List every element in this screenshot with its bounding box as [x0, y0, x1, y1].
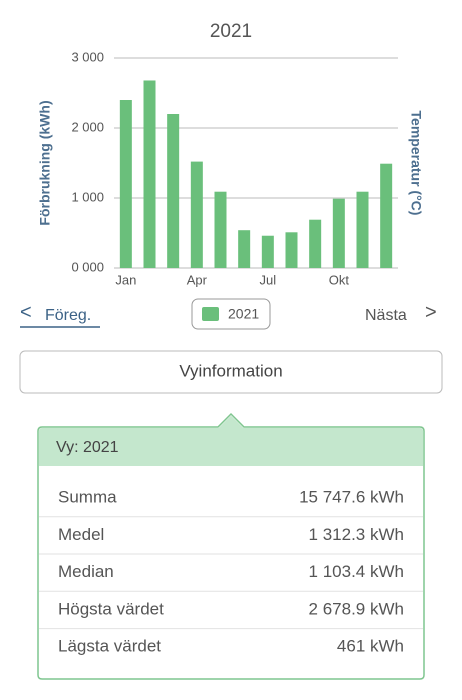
next-label: Nästa — [365, 307, 407, 324]
bar — [261, 235, 274, 268]
row-label: Medel — [58, 525, 104, 544]
next-arrow: > — [425, 301, 437, 323]
row-label: Summa — [58, 487, 117, 506]
legend-swatch — [202, 307, 219, 321]
x-tick-label: Jan — [115, 272, 136, 287]
chart-title: 2021 — [210, 21, 252, 42]
y-tick-label: 3 000 — [71, 49, 104, 64]
x-tick-label: Jul — [260, 272, 277, 287]
prev-arrow: < — [20, 301, 32, 323]
bar — [309, 219, 322, 268]
bar — [332, 198, 345, 268]
bar — [285, 232, 298, 268]
bar — [238, 230, 251, 268]
row-label: Median — [58, 562, 114, 581]
info-panel — [37, 412, 425, 680]
info-panel-title: Vy: 2021 — [56, 439, 119, 456]
next-button[interactable]: Nästa > — [365, 301, 437, 324]
view-info-button[interactable] — [19, 350, 443, 394]
legend-label: 2021 — [228, 306, 259, 322]
x-tick-label: Okt — [329, 272, 350, 287]
bar — [356, 191, 369, 268]
legend[interactable] — [191, 298, 271, 330]
row-value: 2 678.9 kWh — [309, 599, 404, 618]
row-value: 15 747.6 kWh — [299, 487, 404, 506]
prev-label: Föreg. — [45, 307, 91, 324]
bar — [380, 163, 393, 268]
x-tick-label: Apr — [187, 272, 208, 287]
y-axis-label: Förbrukning (kWh) — [37, 100, 53, 225]
plot: 0 000 1 000 2 000 3 000 Jan Apr Jul Okt — [71, 49, 398, 287]
y2-axis-label: Temperatur (°C) — [408, 111, 424, 216]
bar — [143, 80, 156, 269]
row-value: 1 312.3 kWh — [309, 525, 404, 544]
bar — [119, 100, 132, 268]
y-tick-label: 0 000 — [71, 259, 104, 274]
row-label: Högsta värdet — [58, 599, 164, 618]
bar — [190, 161, 203, 268]
info-panel-header — [39, 415, 423, 466]
prev-button[interactable]: < Föreg. — [20, 301, 100, 328]
bar — [214, 191, 227, 268]
row-value: 1 103.4 kWh — [309, 562, 404, 581]
row-value: 461 kWh — [337, 637, 404, 656]
bar — [167, 114, 180, 268]
y-tick-label: 1 000 — [71, 189, 104, 204]
info-rows: Summa 15 747.6 kWh Medel 1 312.3 kWh Median 1… — [39, 487, 423, 656]
view-info-label: Vyinformation — [179, 361, 282, 380]
y-tick-label: 2 000 — [71, 119, 104, 134]
row-label: Lägsta värdet — [58, 637, 161, 656]
